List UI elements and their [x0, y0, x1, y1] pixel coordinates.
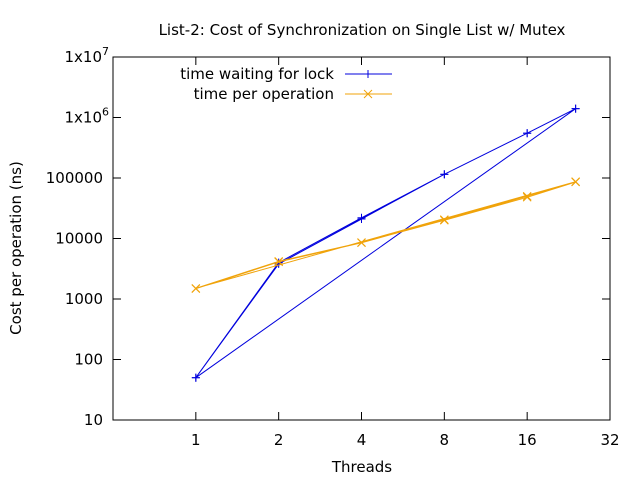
y-axis: 10 100 1000 10000 100000 1x106 1x107 — [46, 45, 610, 429]
series-line — [195, 108, 576, 379]
x-tick-label: 16 — [518, 431, 537, 449]
legend-marker — [363, 89, 373, 99]
data-point — [439, 215, 449, 225]
legend-label: time waiting for lock — [180, 65, 334, 83]
chart-title: List-2: Cost of Synchronization on Singl… — [159, 21, 566, 39]
y-axis-label: Cost per operation (ns) — [7, 161, 25, 335]
x-tick-label: 2 — [274, 431, 284, 449]
y-tick-label: 10000 — [55, 230, 103, 248]
data-point — [522, 192, 532, 202]
data-point — [274, 256, 284, 266]
data-point — [191, 283, 201, 293]
y-tick-label: 1x107 — [64, 45, 109, 66]
plot-frame — [112, 56, 611, 421]
data-point — [440, 170, 449, 179]
legend-marker — [364, 70, 372, 78]
y-tick-label: 1000 — [65, 290, 103, 308]
data-point — [191, 373, 200, 382]
x-tick-label: 32 — [600, 431, 619, 449]
series-line — [195, 181, 576, 290]
data-point — [357, 238, 366, 247]
x-axis: 1 2 4 8 16 32 — [191, 57, 620, 449]
series-layer — [191, 104, 580, 382]
data-point — [571, 104, 580, 113]
x-tick-label: 4 — [357, 431, 367, 449]
x-axis-label: Threads — [331, 458, 392, 476]
legend: time waiting for lock time per operation — [180, 65, 392, 103]
x-tick-label: 8 — [440, 431, 450, 449]
series-time-per-operation — [191, 177, 580, 294]
y-tick-label: 10 — [84, 411, 103, 429]
y-tick-label: 100 — [74, 351, 103, 369]
data-point — [522, 191, 532, 201]
y-tick-label: 1x106 — [64, 106, 109, 127]
x-tick-label: 1 — [191, 431, 201, 449]
y-tick-label: 100000 — [46, 169, 103, 187]
series-time-waiting-for-lock — [191, 104, 580, 382]
data-point — [571, 177, 580, 187]
plot-area — [112, 56, 611, 421]
data-point — [357, 213, 366, 222]
legend-label: time per operation — [194, 85, 334, 103]
data-point — [523, 129, 532, 138]
